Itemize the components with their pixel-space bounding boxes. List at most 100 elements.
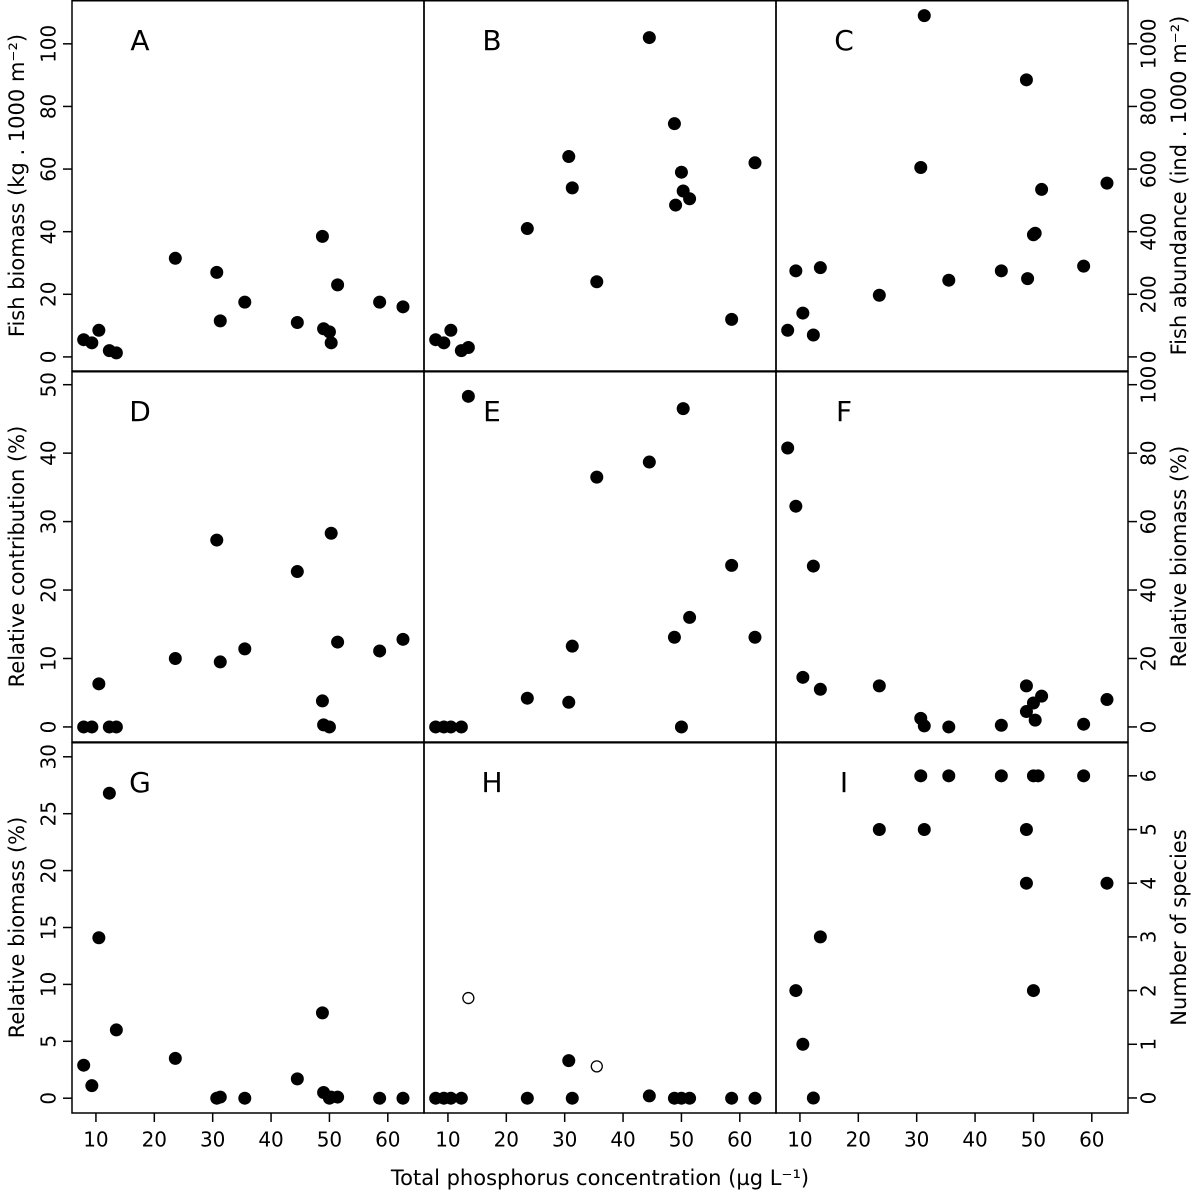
data-point — [444, 1091, 458, 1105]
y-tick-label: 6 — [1137, 769, 1161, 782]
data-point — [796, 306, 810, 320]
data-point — [77, 1058, 91, 1072]
x-tick-label: 10 — [83, 1128, 108, 1152]
data-point — [1019, 705, 1033, 719]
y-tick-label: 60 — [1137, 509, 1161, 534]
data-point — [102, 786, 116, 800]
y-tick-label: 800 — [1137, 87, 1161, 125]
panel-frame — [423, 371, 777, 743]
data-point — [1100, 876, 1114, 890]
x-tick-label: 60 — [375, 1128, 400, 1152]
data-point — [1019, 823, 1033, 837]
data-point — [444, 720, 458, 734]
data-point — [590, 470, 604, 484]
data-point — [683, 1091, 697, 1105]
data-point — [85, 720, 99, 734]
data-point — [168, 651, 182, 665]
y-tick-label: 1000 — [1137, 18, 1161, 69]
data-point — [1019, 679, 1033, 693]
data-point — [1028, 226, 1042, 240]
data-point — [238, 1091, 252, 1105]
y-tick-label: 40 — [37, 219, 61, 244]
data-point — [290, 315, 304, 329]
data-point — [315, 694, 329, 708]
y-tick-label: 80 — [1137, 440, 1161, 465]
data-point — [917, 719, 931, 733]
data-point — [210, 265, 224, 279]
data-point — [1077, 717, 1091, 731]
y-tick-label: 20 — [37, 282, 61, 307]
x-tick-label: 50 — [669, 1128, 694, 1152]
data-point — [210, 533, 224, 547]
y-tick-label: 40 — [37, 440, 61, 465]
y-tick-label: 20 — [37, 577, 61, 602]
data-point — [213, 1090, 227, 1104]
data-point — [917, 823, 931, 837]
data-point — [590, 275, 604, 289]
y-tick-label: 600 — [1137, 150, 1161, 188]
data-point — [1100, 176, 1114, 190]
x-tick-label: 50 — [1021, 1128, 1046, 1152]
panel-frame — [775, 0, 1129, 372]
panel-label: D — [129, 395, 151, 428]
y-tick-label: 80 — [37, 94, 61, 119]
data-point — [1031, 769, 1045, 783]
panel-frame — [71, 0, 425, 372]
data-point — [168, 1051, 182, 1065]
data-point — [669, 198, 683, 212]
y-tick-label: 4 — [1137, 877, 1161, 890]
data-point — [748, 1091, 762, 1105]
data-point — [238, 295, 252, 309]
y-tick-label: 5 — [1137, 823, 1161, 836]
data-point — [1026, 984, 1040, 998]
y-tick-label: 0 — [37, 1092, 61, 1105]
panel-label: F — [836, 395, 852, 428]
panel-label: I — [840, 766, 848, 799]
y-tick-label: 30 — [37, 509, 61, 534]
x-tick-label: 20 — [142, 1128, 167, 1152]
y-axis-label: Relative contribution (%) — [5, 426, 29, 688]
panel-frame — [775, 371, 1129, 743]
y-tick-label: 15 — [37, 915, 61, 940]
x-tick-label: 60 — [727, 1128, 752, 1152]
data-point — [437, 336, 451, 350]
data-point — [331, 635, 345, 649]
data-point — [914, 160, 928, 174]
data-point — [806, 328, 820, 342]
data-point — [1035, 182, 1049, 196]
data-point — [562, 150, 576, 164]
data-point — [373, 295, 387, 309]
data-point — [674, 165, 688, 179]
data-point — [315, 229, 329, 243]
data-point — [565, 1091, 579, 1105]
x-tick-label: 30 — [552, 1128, 577, 1152]
data-point — [520, 691, 534, 705]
data-point — [642, 31, 656, 45]
data-point — [642, 1089, 656, 1103]
data-point — [1100, 693, 1114, 707]
data-point — [917, 9, 931, 23]
y-tick-label: 60 — [37, 156, 61, 181]
data-point — [994, 264, 1008, 278]
y-tick-label: 0 — [37, 351, 61, 364]
data-point — [324, 336, 338, 350]
data-point — [942, 273, 956, 287]
data-point — [813, 930, 827, 944]
data-point — [1077, 259, 1091, 273]
data-point — [1019, 876, 1033, 890]
data-point — [109, 346, 123, 360]
data-point — [994, 769, 1008, 783]
data-point — [674, 720, 688, 734]
y-axis-label: Number of species — [1167, 829, 1191, 1025]
data-point — [461, 389, 475, 403]
x-tick-label: 60 — [1079, 1128, 1104, 1152]
data-point — [725, 1091, 739, 1105]
data-point — [315, 1006, 329, 1020]
data-point — [92, 323, 106, 337]
y-tick-label: 30 — [37, 744, 61, 769]
data-point — [85, 336, 99, 350]
y-tick-label: 400 — [1137, 213, 1161, 251]
data-point — [85, 1079, 99, 1093]
data-point — [813, 261, 827, 275]
x-tick-label: 40 — [610, 1128, 635, 1152]
